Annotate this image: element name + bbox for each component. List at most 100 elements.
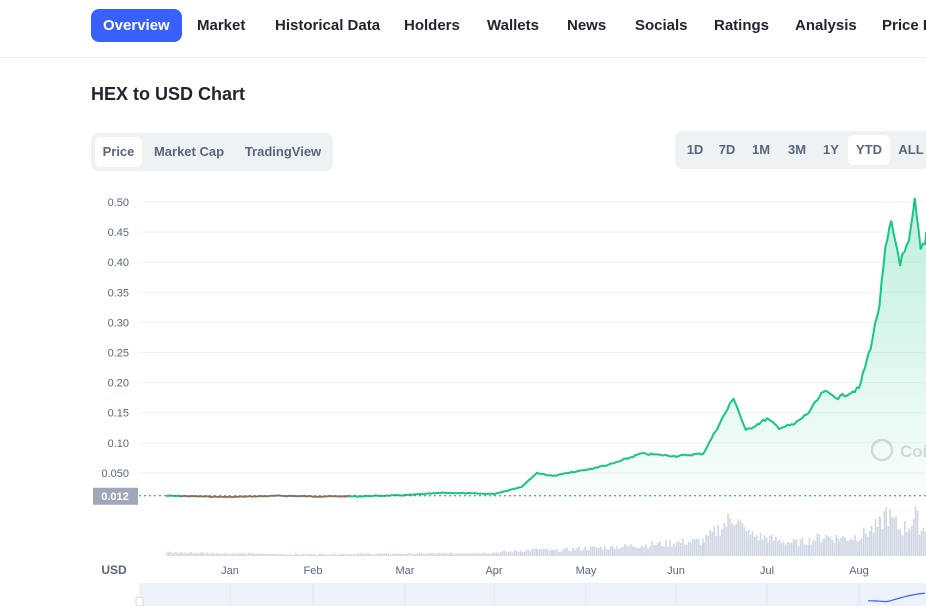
volume-bar [494,552,496,556]
volume-bar [801,537,804,556]
volume-bar [558,552,560,556]
volume-bar [510,551,512,556]
volume-bar [186,552,188,556]
volume-bar [315,554,317,556]
y-tick-label: 0.15 [108,408,129,420]
volume-bar [912,518,915,556]
volume-bar [773,540,775,556]
volume-bar [359,553,362,556]
volume-bar [837,538,839,556]
volume-bar [568,550,570,556]
volume-bar [389,554,392,556]
nav-tab-holders[interactable]: Holders [404,17,460,34]
volume-bar [238,553,240,556]
nav-tab-historical-data[interactable]: Historical Data [275,17,381,34]
volume-bar [700,544,702,556]
volume-bar [531,548,534,556]
nav-tab-ratings[interactable]: Ratings [714,17,770,34]
volume-bar [610,545,612,556]
volume-bar [861,538,863,556]
range-1y[interactable]: 1Y [823,142,839,157]
tab-market-cap[interactable]: Market Cap [153,144,225,159]
volume-bar [899,528,901,556]
volume-bar [638,547,640,556]
volume-bar [323,553,325,556]
tab-tradingview[interactable]: TradingView [244,144,322,159]
volume-bar [192,553,194,556]
volume-bar [737,519,740,556]
volume-bar [520,550,522,556]
volume-bar [176,552,178,556]
volume-bar [879,517,882,556]
volume-bar [620,547,622,556]
range-1m[interactable]: 1M [751,142,771,157]
volume-bar [403,554,406,556]
nav-tab-socials[interactable]: Socials [635,17,688,34]
volume-bar [916,510,919,556]
volume-bar [373,554,376,556]
x-tick-label: Jul [760,565,774,577]
volume-bar [310,554,313,556]
volume-bar [859,539,861,556]
nav-tab-news[interactable]: News [567,17,607,34]
nav-tab-overview[interactable]: Overview [91,9,182,42]
volume-bar [707,535,709,556]
volume-bar [643,546,645,556]
range-1d[interactable]: 1D [686,142,704,157]
nav-tab-price-estimates[interactable]: Price E [882,17,926,34]
volume-bar [733,525,736,556]
volume-bar [546,549,549,556]
volume-bar [487,553,489,556]
volume-bar [258,553,260,556]
volume-bar [512,552,514,556]
volume-bar [745,539,748,556]
volume-bar [463,553,465,556]
volume-bar [544,548,547,556]
volume-bar [429,553,431,556]
volume-bar [294,553,297,556]
volume-bar [489,553,491,556]
volume-bar [196,553,198,556]
volume-bar [812,539,815,556]
x-tick-label: Jan [221,565,239,577]
range-ytd[interactable]: YTD [848,135,890,165]
volume-bar [761,539,764,556]
volume-bar [423,554,425,556]
volume-bar [788,542,791,556]
volume-bar [240,553,242,556]
nav-tab-analysis[interactable]: Analysis [795,17,857,34]
volume-bar [570,551,572,556]
volume-bar [717,525,719,556]
volume-bar [600,546,602,556]
nav-tab-market[interactable]: Market [197,17,246,34]
volume-bar [313,554,315,556]
price-chart-svg[interactable]: 0.50 0.45 0.40 0.35 0.30 0.25 0.20 0.15 0.10 0.05… [0,180,926,607]
y-tick-label: 0.30 [108,317,129,329]
tab-price[interactable]: Price [95,137,142,167]
range-3m[interactable]: 3M [787,142,807,157]
volume-bar [230,553,232,556]
volume-bar [604,546,606,556]
volume-bar [688,541,690,556]
volume-bar [327,554,329,556]
price-chart[interactable]: 0.50 0.45 0.40 0.35 0.30 0.25 0.20 0.15 0.10 0.05… [0,180,926,607]
volume-bar [820,541,823,556]
nav-tab-wallets[interactable]: Wallets [487,17,539,34]
volume-bar [731,523,733,556]
volume-bar [686,544,688,556]
volume-bar [653,545,655,556]
volume-bar [264,554,266,556]
volume-bar [807,545,810,556]
volume-bar [473,553,475,556]
volume-bar [622,546,624,556]
volume-bar [337,554,339,556]
volume-bar [170,552,172,556]
range-7d[interactable]: 7D [718,142,736,157]
volume-bar [661,545,663,556]
volume-bar [895,516,897,556]
volume-bar [236,554,238,556]
range-all[interactable]: ALL [898,142,924,157]
volume-bar [397,553,400,556]
volume-bar [891,516,893,556]
volume-bar [780,543,783,556]
